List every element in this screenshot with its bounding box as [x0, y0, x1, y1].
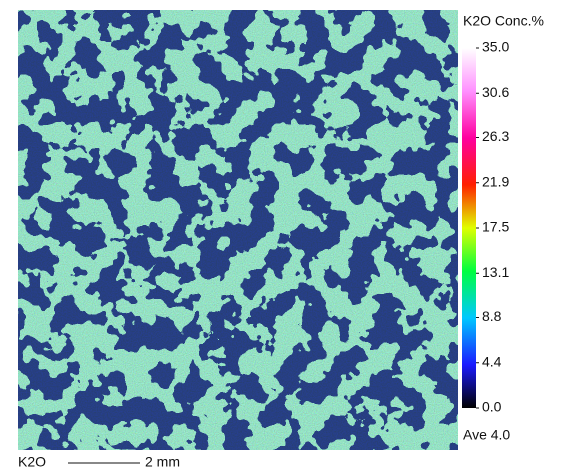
colorbar-tick-label: 0.0: [482, 399, 502, 415]
colorbar-tick-label: 30.6: [482, 84, 509, 100]
element-label: K2O: [18, 454, 46, 470]
average: Ave 4.0: [463, 427, 510, 443]
scale-label: 2 mm: [145, 454, 180, 470]
colorbar-title: K2O Conc.%: [463, 13, 544, 29]
colorbar-tick-label: 35.0: [482, 39, 509, 55]
colorbar-tick-label: 8.8: [482, 308, 502, 324]
colorbar-tick-label: 13.1: [482, 264, 509, 280]
colorbar-tick-label: 17.5: [482, 219, 509, 235]
colorbar-tick-label: 21.9: [482, 173, 509, 189]
map-grains: [18, 10, 458, 450]
colorbar: [462, 48, 476, 408]
colorbar-tick-label: 26.3: [482, 128, 509, 144]
colorbar-tick-label: 4.4: [482, 353, 502, 369]
